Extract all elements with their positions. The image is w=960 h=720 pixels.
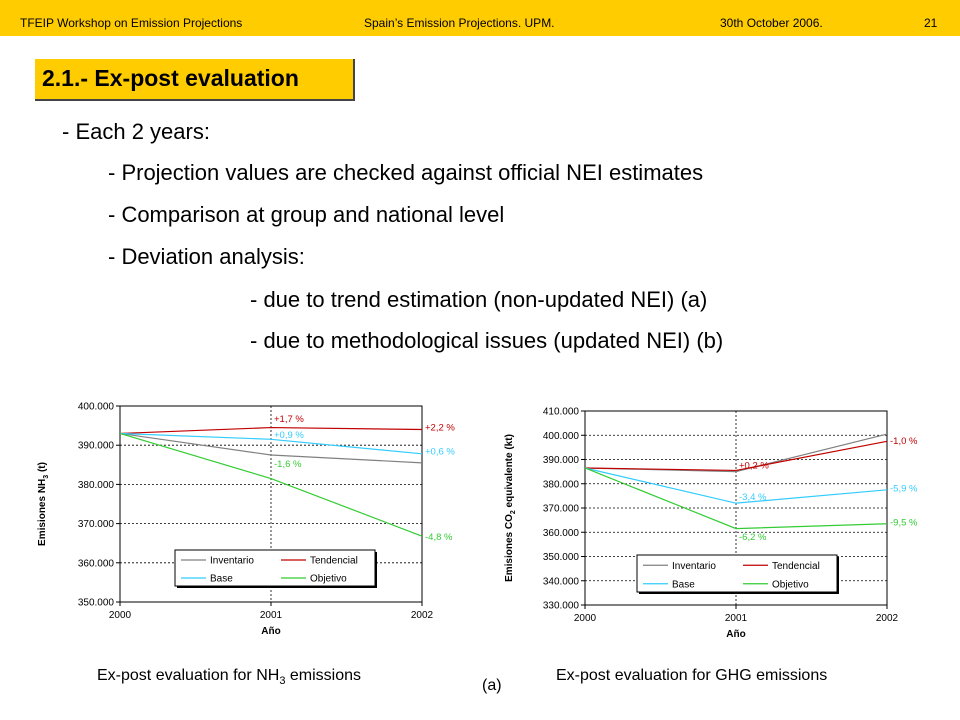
- chart-ghg-ytick-label: 390.000: [543, 455, 580, 466]
- bullet-deviation-analysis: - Deviation analysis:: [108, 244, 305, 269]
- chart-ghg-series-tendencial: [584, 440, 888, 472]
- chart-nh3-series-base: [119, 432, 423, 455]
- chart-ghg-series-base: [584, 467, 888, 504]
- chart-ghg-ylabel: Emisiones CO2 equivalente (kt): [504, 434, 517, 582]
- chart-ghg-ylabel-text: Emisiones CO: [504, 514, 515, 582]
- caption-ghg: Ex-post evaluation for GHG emissions: [556, 667, 828, 684]
- chart-ghg-annotation-base: -3,4 %: [739, 492, 767, 503]
- chart-ghg-ytick-label: 330.000: [543, 601, 580, 612]
- chart-nh3-annotation-tendencial: +2,2 %: [425, 422, 455, 433]
- chart-ghg-ytick-label: 350.000: [543, 552, 580, 563]
- chart-ghg-ytick-label: 400.000: [543, 431, 580, 442]
- chart-ghg-legend-label-objetivo: Objetivo: [772, 579, 809, 590]
- chart-nh3-ytick-label: 360.000: [78, 558, 115, 569]
- chart-nh3-ytick-label: 390.000: [78, 441, 115, 452]
- chart-nh3-ytick-label: 380.000: [78, 480, 115, 491]
- chart-nh3-annotation-tendencial: +1,7 %: [274, 414, 304, 425]
- header-bar: TFEIP Workshop on Emission Projections S…: [0, 0, 960, 36]
- chart-nh3-legend: [174, 549, 376, 587]
- chart-ghg-legend-label-inventario: Inventario: [672, 561, 716, 572]
- chart-ghg-annotation-tendencial: -1,0 %: [890, 436, 918, 447]
- chart-nh3-ylabel: Emisiones NH3 (t): [37, 462, 50, 546]
- caption-figure-label: (a): [482, 677, 502, 694]
- chart-ghg-ytick-label: 360.000: [543, 528, 580, 539]
- caption-nh3-text: Ex-post evaluation for NH: [97, 667, 280, 684]
- chart-nh3-annotation-base: +0,6 %: [425, 446, 455, 457]
- caption-nh3-suffix: emissions: [285, 667, 362, 684]
- chart-ghg-ytick-label: 370.000: [543, 504, 580, 515]
- ghg-chart: 330.000 340.000 350.000 360.000 370.000 380.0…: [504, 407, 918, 641]
- bullet-methodological: - due to methodological issues (updated …: [250, 328, 724, 353]
- chart-ghg-annotation-objetivo: -6,2 %: [739, 532, 767, 543]
- chart-nh3-ytick-label: 350.000: [78, 598, 115, 609]
- bullet-trend-estimation: - due to trend estimation (non-updated N…: [250, 287, 708, 312]
- chart-ghg-legend: [636, 554, 838, 593]
- chart-ghg-xlabel: Año: [726, 629, 745, 640]
- chart-nh3-ylabel-text: Emisiones NH: [37, 479, 48, 546]
- caption-nh3: Ex-post evaluation for NH3 emissions: [97, 667, 361, 687]
- slide-title: 2.1.- Ex-post evaluation: [42, 65, 299, 91]
- chart-nh3-series-tendencial: [119, 426, 423, 435]
- chart-ghg-ytick-label: 410.000: [543, 407, 580, 418]
- chart-nh3-annotation-objetivo: -4,8 %: [425, 532, 453, 543]
- header-workshop: TFEIP Workshop on Emission Projections: [20, 16, 243, 30]
- chart-ghg-ylabel-suffix: equivalente (kt): [504, 434, 515, 510]
- chart-ghg-series-objetivo: [584, 467, 888, 530]
- bullet-projection-values: - Projection values are checked against …: [108, 160, 704, 185]
- chart-ghg-xtick-label: 2002: [876, 613, 899, 624]
- chart-nh3-ylabel-suffix: (t): [37, 462, 48, 475]
- chart-ghg-xtick-label: 2000: [574, 613, 597, 624]
- chart-nh3-series-inventario: [119, 432, 423, 464]
- chart-nh3-annotation-base: +0,9 %: [274, 430, 304, 441]
- chart-nh3-legend-label-inventario: Inventario: [210, 556, 254, 567]
- chart-ghg-annotation-tendencial: +0,2 %: [739, 460, 769, 471]
- header-date: 30th October 2006.: [720, 16, 823, 30]
- chart-ghg-annotation-base: -5,9 %: [890, 483, 918, 494]
- chart-nh3-legend-label-tendencial: Tendencial: [310, 556, 358, 567]
- header-presentation: Spain’s Emission Projections. UPM.: [364, 16, 555, 30]
- chart-nh3-legend-label-objetivo: Objetivo: [310, 574, 347, 585]
- chart-nh3-ytick-label: 370.000: [78, 519, 115, 530]
- chart-ghg-ytick-label: 340.000: [543, 576, 580, 587]
- header-page-number: 21: [924, 16, 938, 30]
- chart-nh3-xtick-label: 2001: [260, 610, 283, 621]
- chart-ghg-ytick-label: 380.000: [543, 479, 580, 490]
- caption-nh3-subscript: 3: [279, 675, 286, 688]
- slide-title-box: 2.1.- Ex-post evaluation: [35, 59, 355, 101]
- nh3-chart: 350.000 360.000 370.000 380.000 390.000 400.0…: [37, 402, 455, 638]
- chart-nh3-ytick-label: 400.000: [78, 402, 115, 413]
- chart-nh3-series-objetivo: [119, 432, 423, 537]
- chart-ghg-legend-label-tendencial: Tendencial: [772, 561, 820, 572]
- chart-ghg-legend-label-base: Base: [672, 579, 695, 590]
- chart-ghg-annotation-objetivo: -9,5 %: [890, 517, 918, 528]
- chart-ghg-ylabel-subscript: 2: [510, 510, 517, 514]
- chart-nh3-legend-label-base: Base: [210, 574, 233, 585]
- chart-ghg-xtick-label: 2001: [725, 613, 748, 624]
- chart-nh3-annotation-objetivo: -1,6 %: [274, 459, 302, 470]
- chart-nh3-xlabel: Año: [261, 626, 280, 637]
- bullet-comparison: - Comparison at group and national level: [108, 202, 505, 227]
- bullet-each-2-years: - Each 2 years:: [62, 119, 210, 144]
- chart-nh3-xtick-label: 2002: [411, 610, 434, 621]
- chart-nh3-xtick-label: 2000: [109, 610, 132, 621]
- chart-nh3-ylabel-subscript: 3: [43, 475, 50, 479]
